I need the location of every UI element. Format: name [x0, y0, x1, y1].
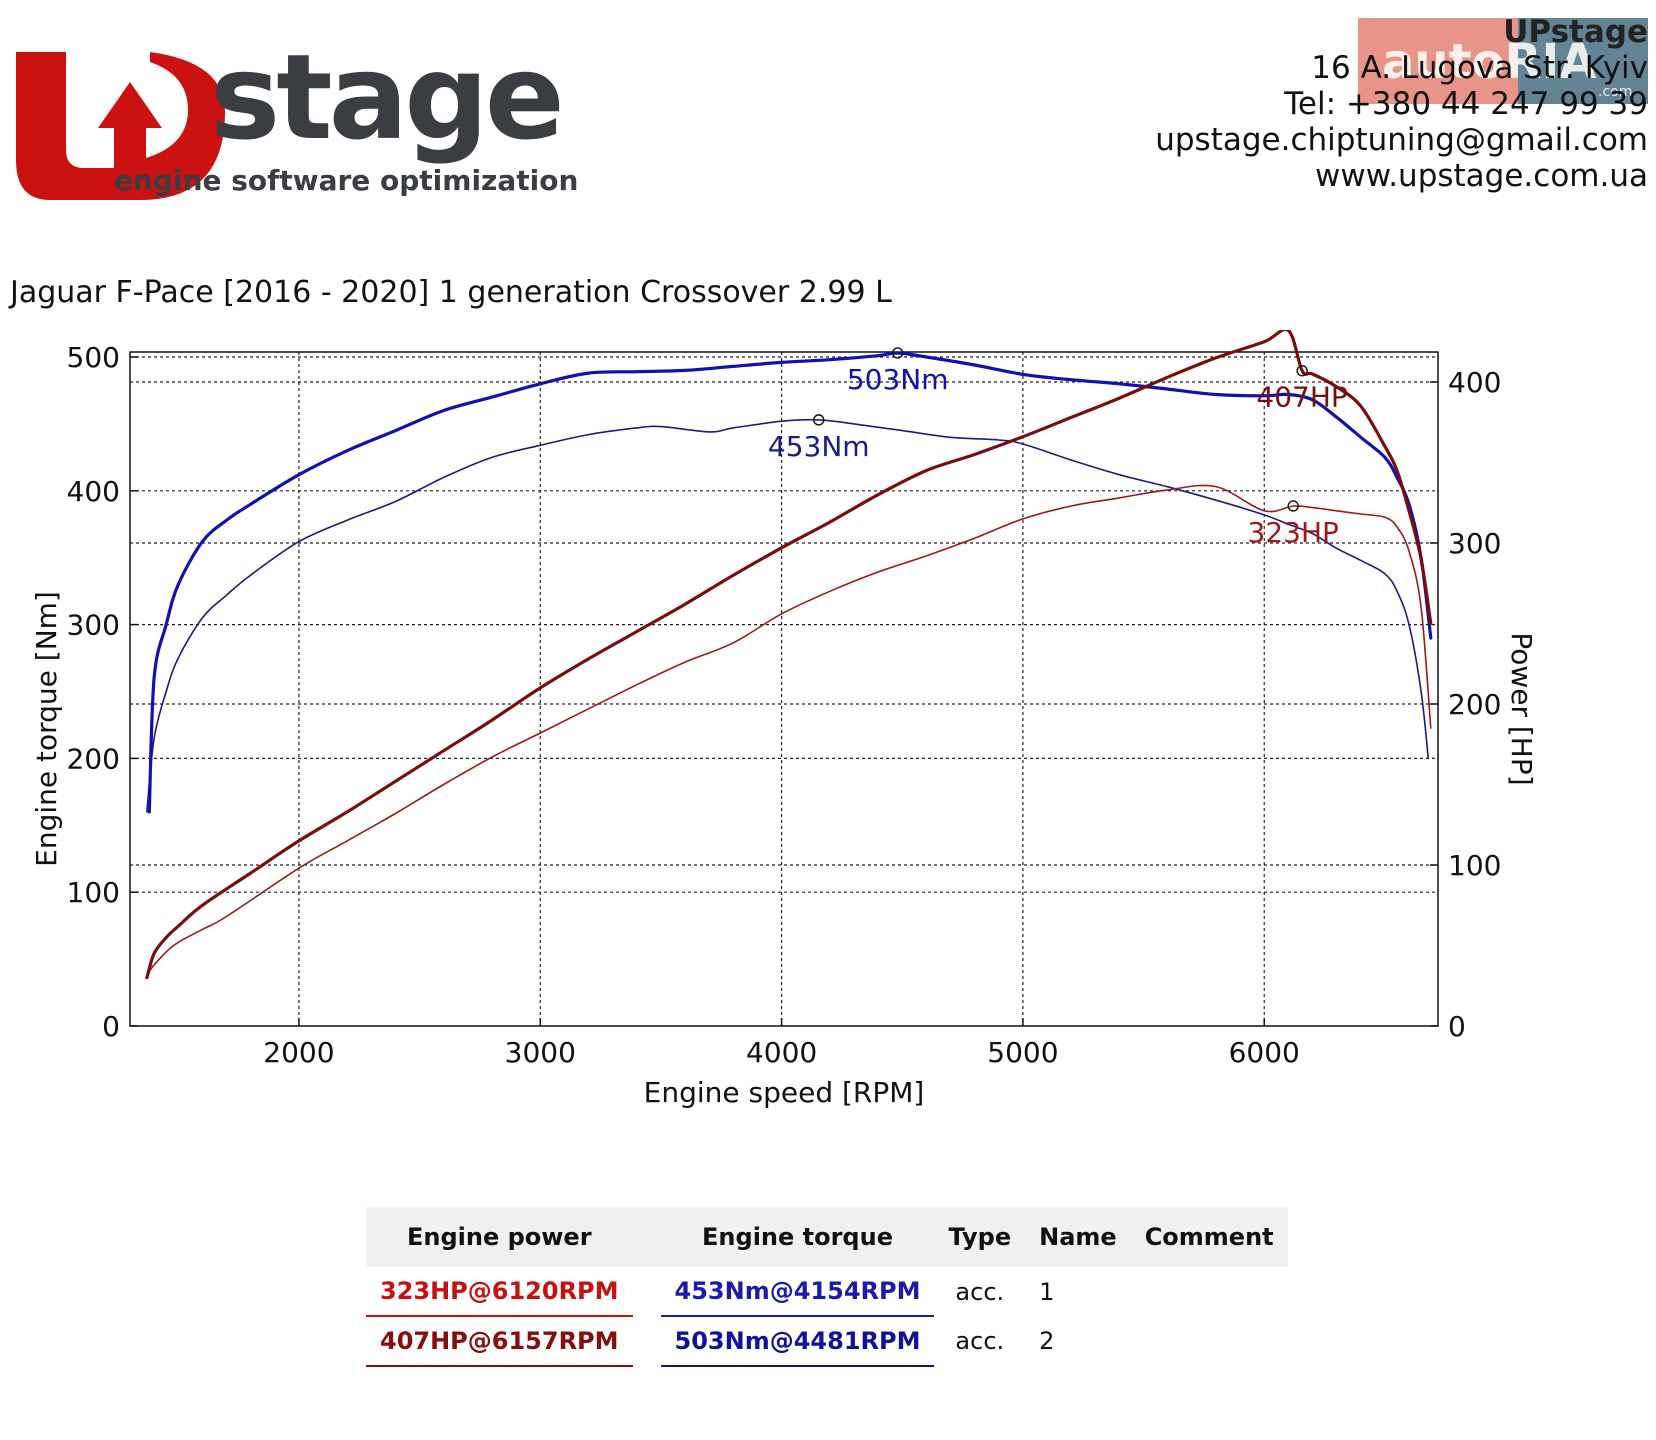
y-left-tick-label: 400 [67, 475, 120, 508]
series [145, 330, 1433, 980]
header-name: Name [1025, 1207, 1131, 1267]
y-right-tick-label: 100 [1448, 849, 1501, 882]
y-right-tick-label: 200 [1448, 688, 1501, 721]
x-tick-label: 4000 [746, 1036, 817, 1069]
peak-label: 323HP [1248, 516, 1339, 549]
row-type: acc. [955, 1277, 1005, 1306]
row-name: 2 [1039, 1327, 1055, 1355]
y-right-tick-label: 300 [1448, 527, 1501, 560]
grid [130, 352, 1438, 1026]
series-line-torque_stock [146, 418, 1430, 813]
watermark-text: autoRIA [1382, 34, 1596, 90]
logo-brand: stage [210, 40, 561, 166]
x-tick-label: 6000 [1229, 1036, 1300, 1069]
vehicle-title: Jaguar F-Pace [2016 - 2020] 1 generation… [10, 275, 892, 310]
x-tick-label: 2000 [263, 1036, 334, 1069]
peak-label: 503Nm [847, 363, 949, 396]
x-axis-label: Engine speed [RPM] [644, 1076, 925, 1109]
phone: Tel: +380 44 247 99 39 [1284, 86, 1648, 122]
results-table: Engine power Engine torque Type Name Com… [366, 1207, 1288, 1367]
y-left-axis-label: Engine torque [Nm] [30, 591, 63, 867]
x-tick-label: 3000 [505, 1036, 576, 1069]
peak-marker [813, 414, 825, 426]
row-torque: 453Nm@4154RPM [660, 1267, 935, 1317]
row-torque: 503Nm@4481RPM [660, 1316, 935, 1367]
series-line-power_tuned [145, 330, 1433, 980]
website-link[interactable]: www.upstage.com.ua [1314, 158, 1648, 194]
autoria-watermark: autoRIA .com [1358, 18, 1648, 104]
dyno-chart: 2000 3000 4000 5000 600001002003004005000100… [30, 330, 1538, 1109]
row-power: 407HP@6157RPM [366, 1316, 633, 1367]
annotations: 503Nm 453Nm 407HP 323HP [768, 347, 1348, 549]
y-right-axis-label: Power [HP] [1505, 632, 1538, 785]
y-left-tick-label: 0 [102, 1010, 120, 1043]
x-tick-label: 5000 [987, 1036, 1058, 1069]
address: 16 A. Lugova Str. Kyiv [1311, 50, 1648, 86]
watermark-suffix: .com [1598, 84, 1632, 100]
row-name: 1 [1039, 1277, 1055, 1306]
row-power: 323HP@6120RPM [366, 1267, 633, 1317]
logo-u-mark [16, 52, 225, 200]
peak-marker [1296, 365, 1308, 377]
table-row: 407HP@6157RPM 503Nm@4481RPM acc. 2 [366, 1316, 1288, 1367]
y-left-tick-label: 500 [67, 341, 120, 374]
peak-marker [1287, 500, 1299, 512]
plot-frame [129, 351, 1439, 1027]
y-right-tick-label: 400 [1448, 366, 1501, 399]
upstage-logo: stage engine software optimization [16, 40, 578, 200]
peak-marker [891, 347, 904, 359]
y-left-tick-label: 200 [67, 742, 120, 775]
header: stage engine software optimization autoR… [0, 0, 1656, 230]
header-engine-power: Engine power [366, 1207, 633, 1267]
row-type: acc. [955, 1327, 1005, 1355]
results-header-row: Engine power Engine torque Type Name Com… [366, 1207, 1288, 1267]
header-comment: Comment [1130, 1207, 1288, 1267]
axes: 2000 3000 4000 5000 600001002003004005000100… [30, 341, 1538, 1109]
series-line-power_stock [146, 484, 1432, 976]
y-left-tick-label: 300 [67, 609, 120, 642]
peak-label: 453Nm [768, 430, 870, 463]
row-comment [1131, 1316, 1288, 1366]
email-link[interactable]: upstage.chiptuning@gmail.com [1155, 122, 1648, 158]
company-name: UPstage [1503, 14, 1648, 50]
logo-tagline: engine software optimization [114, 164, 578, 197]
header-engine-torque: Engine torque [660, 1207, 935, 1267]
y-right-tick-label: 0 [1448, 1010, 1466, 1043]
y-left-tick-label: 100 [67, 876, 120, 909]
table-row: 323HP@6120RPM 453Nm@4154RPM acc. 1 [366, 1267, 1288, 1317]
series-line-torque_tuned [147, 351, 1433, 814]
header-type: Type [934, 1207, 1026, 1267]
peak-label: 407HP [1256, 381, 1347, 414]
contact-block: UPstage 16 A. Lugova Str. Kyiv Tel: +380… [1155, 14, 1648, 194]
row-comment [1131, 1267, 1288, 1316]
